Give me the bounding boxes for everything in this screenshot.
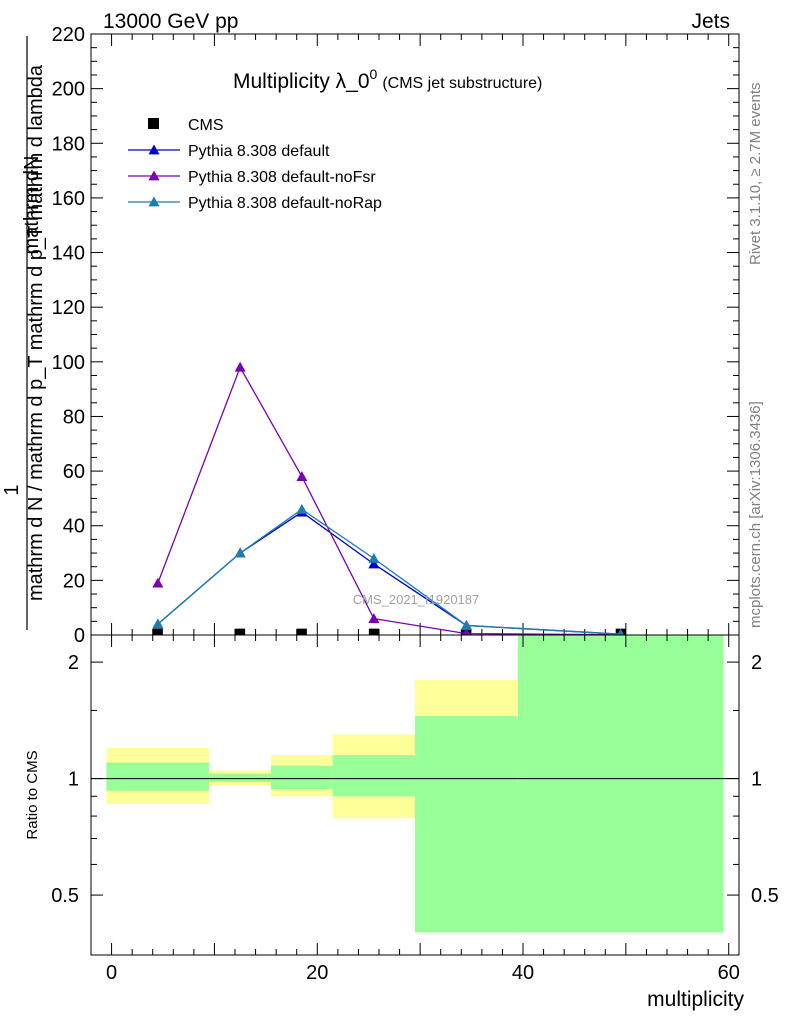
data-point bbox=[368, 558, 380, 569]
y-tick-label: 200 bbox=[52, 79, 85, 101]
y-tick-label: 0 bbox=[74, 625, 85, 647]
data-point bbox=[296, 503, 308, 514]
x-tick-label: 60 bbox=[718, 962, 740, 984]
legend-item: Pythia 8.308 default-noFsr bbox=[128, 169, 376, 186]
ratio-inner-band bbox=[209, 773, 271, 782]
ratio-inner-band bbox=[106, 762, 210, 791]
data-point bbox=[368, 628, 379, 635]
y-tick-label: 80 bbox=[63, 406, 85, 428]
y-tick-label: 220 bbox=[52, 24, 85, 46]
series-pythia-8-308-default-nofsr bbox=[152, 361, 624, 635]
header-right: Jets bbox=[691, 10, 730, 33]
series-line bbox=[157, 365, 621, 635]
series-line bbox=[157, 508, 621, 635]
series-pythia-8-308-default-norap bbox=[152, 503, 625, 635]
series-line bbox=[157, 511, 621, 635]
legend-marker bbox=[148, 118, 159, 129]
data-point bbox=[152, 618, 164, 629]
main-ylabel: 1 mathrm dN mathrm d N / mathrm d p_T ma… bbox=[1, 36, 47, 630]
ratio-bands bbox=[106, 635, 724, 933]
ratio-ylabel: Ratio to CMS bbox=[24, 750, 41, 839]
y-tick-label: 180 bbox=[52, 133, 85, 155]
legend-item: Pythia 8.308 default bbox=[128, 143, 330, 160]
ratio-panel: 0.5 0.51 12 20 20 40 60 Ratio to CMS multiplic… bbox=[24, 634, 779, 1011]
ratio-y-tick-label-right: 2 bbox=[751, 652, 762, 674]
ratio-ticks: 0.5 0.51 12 20 20 40 60 bbox=[51, 635, 779, 984]
ratio-frame bbox=[90, 634, 740, 956]
data-point bbox=[235, 628, 246, 635]
ratio-inner-band bbox=[271, 765, 333, 789]
ratio-inner-band bbox=[415, 716, 518, 933]
y-tick-label: 120 bbox=[52, 297, 85, 319]
ratio-y-tick-label-right: 1 bbox=[751, 769, 762, 791]
data-point bbox=[296, 471, 308, 481]
legend-marker bbox=[148, 170, 160, 181]
legend-marker bbox=[148, 196, 160, 207]
header-left: 13000 GeV pp bbox=[103, 10, 238, 33]
data-point bbox=[368, 613, 380, 624]
y-tick-label: 40 bbox=[63, 516, 85, 538]
x-tick-label: 20 bbox=[306, 962, 328, 984]
x-tick-label: 40 bbox=[512, 962, 534, 984]
data-point bbox=[460, 619, 472, 630]
legend-label: Pythia 8.308 default-noRap bbox=[188, 195, 382, 212]
legend-item: Pythia 8.308 default-noRap bbox=[128, 195, 382, 212]
legend-marker bbox=[148, 144, 160, 155]
main-panel: 0 20 40 60 80 100 120 140 160 180 200 220 Multiplic… bbox=[1, 24, 740, 647]
ratio-y-tick-label: 0.5 bbox=[51, 885, 79, 907]
chart-title: Multiplicity λ_00(CMS jet substructure) bbox=[233, 66, 542, 93]
ylabel-denominator: mathrm d N / mathrm d p_T mathrm d p_T m… bbox=[25, 64, 47, 601]
legend-label: Pythia 8.308 default bbox=[188, 143, 330, 160]
y-tick-label: 140 bbox=[52, 243, 85, 265]
data-point bbox=[152, 628, 163, 635]
main-series bbox=[152, 361, 626, 635]
data-point bbox=[296, 628, 307, 635]
ratio-y-tick-label-right: 0.5 bbox=[751, 885, 779, 907]
data-point bbox=[368, 553, 380, 563]
legend-label: Pythia 8.308 default-noFsr bbox=[188, 169, 376, 186]
data-point bbox=[462, 628, 471, 635]
xlabel: multiplicity bbox=[647, 988, 744, 1011]
legend-item: CMS bbox=[148, 117, 224, 134]
ratio-inner-band bbox=[517, 635, 724, 933]
main-ticks: 0 20 40 60 80 100 120 140 160 180 200 220 bbox=[52, 24, 739, 647]
y-tick-label: 60 bbox=[63, 461, 85, 483]
data-point bbox=[234, 547, 246, 558]
rivet-label: Rivet 3.1.10, ≥ 2.7M events bbox=[747, 83, 764, 266]
y-tick-label: 160 bbox=[52, 188, 85, 210]
data-point bbox=[617, 628, 625, 635]
legend-label: CMS bbox=[188, 117, 224, 134]
mcplots-label: mcplots.cern.ch [arXiv:1306.3436] bbox=[747, 401, 764, 628]
watermark: CMS_2021_I1920187 bbox=[353, 592, 480, 607]
ratio-y-tick-label: 2 bbox=[68, 652, 79, 674]
series-pythia-8-308-default bbox=[152, 506, 625, 635]
ratio-y-tick-label: 1 bbox=[68, 769, 79, 791]
ylabel-one: 1 bbox=[1, 484, 23, 495]
data-point bbox=[152, 577, 164, 588]
x-tick-label: 0 bbox=[106, 962, 117, 984]
ratio-inner-band bbox=[332, 755, 415, 797]
data-point bbox=[234, 361, 246, 372]
y-tick-label: 20 bbox=[63, 570, 85, 592]
legend: CMS Pythia 8.308 default Pythia 8.308 defa… bbox=[128, 117, 382, 212]
y-tick-label: 100 bbox=[52, 352, 85, 374]
